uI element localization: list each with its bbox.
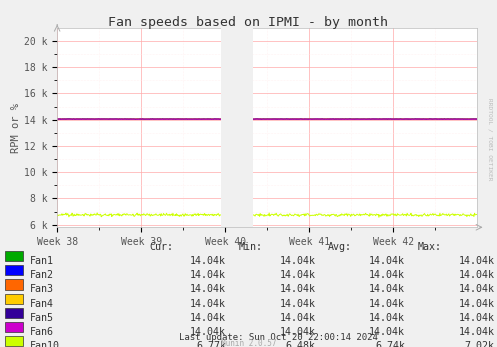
Bar — [5, 294, 23, 304]
Text: Fan speeds based on IPMI - by month: Fan speeds based on IPMI - by month — [108, 16, 389, 28]
Text: 14.04k: 14.04k — [280, 327, 316, 337]
Text: Fan6: Fan6 — [30, 327, 54, 337]
Text: Fan2: Fan2 — [30, 270, 54, 280]
Text: 14.04k: 14.04k — [459, 256, 495, 266]
Text: 14.04k: 14.04k — [369, 327, 405, 337]
Text: 14.04k: 14.04k — [459, 284, 495, 294]
Text: 14.04k: 14.04k — [459, 313, 495, 323]
Text: Fan1: Fan1 — [30, 256, 54, 266]
Text: 14.04k: 14.04k — [190, 298, 226, 308]
Bar — [5, 336, 23, 347]
Text: 14.04k: 14.04k — [190, 256, 226, 266]
Text: 14.04k: 14.04k — [280, 284, 316, 294]
Text: 7.02k: 7.02k — [465, 341, 495, 347]
Text: 14.04k: 14.04k — [280, 298, 316, 308]
Y-axis label: RPM or %: RPM or % — [11, 102, 21, 153]
Text: 14.04k: 14.04k — [459, 298, 495, 308]
Text: Cur:: Cur: — [149, 242, 173, 252]
Bar — [5, 279, 23, 290]
Text: Munin 2.0.57: Munin 2.0.57 — [221, 339, 276, 347]
Bar — [5, 265, 23, 276]
Text: 14.04k: 14.04k — [369, 284, 405, 294]
Text: Fan3: Fan3 — [30, 284, 54, 294]
Text: 14.04k: 14.04k — [190, 270, 226, 280]
Text: Fan10: Fan10 — [30, 341, 60, 347]
Text: 14.04k: 14.04k — [190, 327, 226, 337]
Text: 14.04k: 14.04k — [459, 270, 495, 280]
Text: 14.04k: 14.04k — [280, 256, 316, 266]
Text: 14.04k: 14.04k — [459, 327, 495, 337]
Text: Max:: Max: — [417, 242, 441, 252]
Text: 14.04k: 14.04k — [190, 284, 226, 294]
Bar — [5, 308, 23, 318]
Text: Fan5: Fan5 — [30, 313, 54, 323]
Bar — [5, 251, 23, 261]
Bar — [221, 28, 253, 227]
Text: 14.04k: 14.04k — [369, 313, 405, 323]
Text: Fan4: Fan4 — [30, 298, 54, 308]
Text: 6.74k: 6.74k — [375, 341, 405, 347]
Text: 14.04k: 14.04k — [369, 256, 405, 266]
Text: 14.04k: 14.04k — [190, 313, 226, 323]
Text: RRDTOOL / TOBI OETIKER: RRDTOOL / TOBI OETIKER — [487, 98, 492, 180]
Text: 14.04k: 14.04k — [280, 270, 316, 280]
Text: Min:: Min: — [239, 242, 262, 252]
Text: 6.48k: 6.48k — [286, 341, 316, 347]
Text: 14.04k: 14.04k — [369, 298, 405, 308]
Text: Avg:: Avg: — [328, 242, 352, 252]
Text: 14.04k: 14.04k — [280, 313, 316, 323]
Text: Last update: Sun Oct 20 22:00:14 2024: Last update: Sun Oct 20 22:00:14 2024 — [179, 333, 378, 342]
Text: 6.77k: 6.77k — [196, 341, 226, 347]
Bar — [5, 322, 23, 332]
Text: 14.04k: 14.04k — [369, 270, 405, 280]
